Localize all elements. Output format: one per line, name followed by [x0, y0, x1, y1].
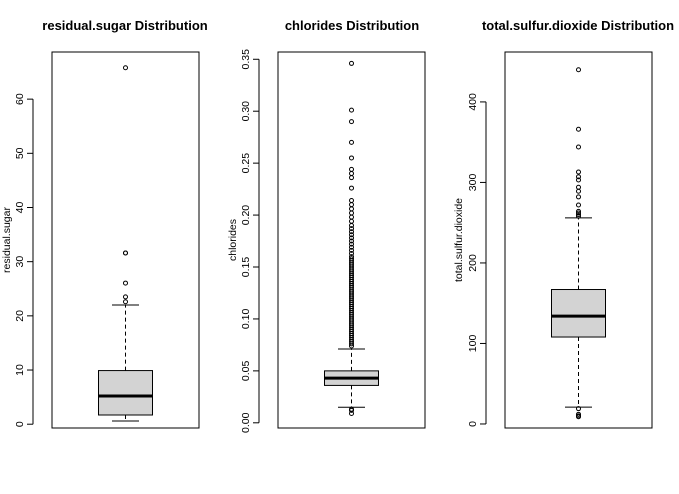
outlier-point: [349, 247, 354, 253]
panel-chlorides: chlorides Distribution 0.00 0.05 0.10 0.15 0.…: [227, 18, 426, 433]
outlier-point: [349, 171, 354, 177]
outlier-point: [349, 229, 354, 235]
y-tick-label: 0.30: [240, 101, 252, 122]
outlier-point: [123, 250, 128, 256]
outlier-point: [349, 166, 354, 172]
y-tick-label: 400: [467, 93, 479, 111]
outlier-point: [349, 251, 354, 257]
outlier-point: [349, 119, 354, 125]
y-tick-label: 40: [14, 201, 26, 213]
y-tick-label: 20: [14, 310, 26, 322]
outlier-point: [349, 198, 354, 204]
outlier-point: [349, 254, 354, 260]
outlier-point: [349, 244, 354, 250]
outlier-point: [576, 212, 581, 218]
outlier-point: [576, 210, 581, 216]
y-tick-label: 0: [467, 421, 479, 427]
outlier-point: [349, 60, 354, 66]
plot-frame: [51, 51, 200, 429]
y-tick-label: 10: [14, 364, 26, 376]
panel-total-sulfur-dioxide: total.sulfur.dioxide Distribution 0 100 200…: [453, 18, 674, 429]
outlier-point: [576, 177, 581, 183]
outlier-point: [576, 184, 581, 190]
chart-title: total.sulfur.dioxide Distribution: [482, 18, 674, 33]
outlier-point: [576, 144, 581, 150]
y-tick-label: 200: [467, 254, 479, 272]
outlier-point: [576, 406, 581, 412]
outlier-point: [349, 235, 354, 241]
outlier-point: [576, 126, 581, 132]
outlier-point: [349, 202, 354, 208]
outlier-point: [576, 174, 581, 180]
y-tick-label: 60: [14, 93, 26, 105]
outlier-point: [576, 194, 581, 200]
y-tick-label: 0.35: [240, 49, 252, 70]
outlier-point: [576, 188, 581, 194]
outlier-point: [349, 218, 354, 224]
y-tick-label: 300: [467, 174, 479, 192]
outlier-point: [349, 214, 354, 220]
y-axis-label: chlorides: [227, 219, 239, 261]
outlier-point: [349, 238, 354, 244]
y-tick-label: 0.10: [240, 309, 252, 330]
y-tick-label: 0.00: [240, 412, 252, 433]
iqr-box: [98, 370, 153, 416]
y-tick-label: 50: [14, 147, 26, 159]
iqr-box: [551, 289, 606, 338]
outlier-point: [349, 155, 354, 161]
outlier-point: [576, 169, 581, 175]
outlier-point: [349, 232, 354, 238]
outlier-point: [123, 280, 128, 286]
outlier-point: [349, 241, 354, 247]
outlier-point: [576, 213, 581, 219]
y-tick-label: 30: [14, 256, 26, 268]
chart-title: residual.sugar Distribution: [42, 18, 207, 33]
outlier-point: [123, 294, 128, 300]
y-tick-label: 0.20: [240, 205, 252, 226]
outlier-point: [123, 65, 128, 71]
outlier-point: [576, 67, 581, 73]
outlier-point: [349, 139, 354, 145]
outlier-point: [576, 411, 581, 417]
y-tick-label: 100: [467, 335, 479, 353]
y-tick-label: 0.25: [240, 153, 252, 174]
outlier-point: [576, 202, 581, 208]
y-tick-label: 0: [14, 421, 26, 427]
chart-title: chlorides Distribution: [285, 18, 419, 33]
plot-frame: [504, 51, 653, 429]
outlier-point: [576, 413, 581, 419]
y-axis-label: residual.sugar: [1, 207, 13, 273]
plot-frame: [277, 51, 426, 429]
outlier-point: [349, 175, 354, 181]
outlier-point: [349, 406, 354, 412]
y-tick-label: 0.15: [240, 257, 252, 278]
y-axis-label: total.sulfur.dioxide: [453, 198, 465, 282]
outlier-point: [349, 256, 354, 262]
outlier-point: [349, 185, 354, 191]
outlier-point: [576, 208, 581, 214]
panel-residual-sugar: residual.sugar Distribution 0 10 20 30 40 50 60…: [1, 18, 208, 429]
outlier-point: [349, 226, 354, 232]
y-tick-label: 0.05: [240, 360, 252, 381]
outlier-point: [349, 206, 354, 212]
outlier-point: [123, 299, 128, 305]
outlier-point: [349, 107, 354, 113]
outlier-point: [349, 210, 354, 216]
